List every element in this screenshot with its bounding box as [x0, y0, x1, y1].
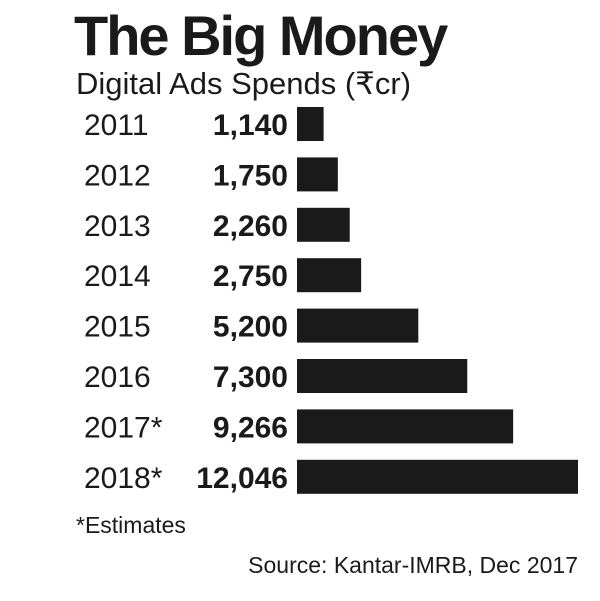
- value-label: 5,200: [213, 311, 288, 344]
- source-note: Source: Kantar-IMRB, Dec 2017: [248, 552, 578, 578]
- value-label: 2,750: [213, 260, 288, 293]
- value-label: 2,260: [213, 210, 288, 243]
- year-label: 2012: [84, 159, 151, 192]
- value-label: 7,300: [213, 361, 288, 394]
- bar: [297, 459, 578, 494]
- value-label: 1,140: [213, 109, 288, 142]
- year-label: 2011: [84, 109, 149, 142]
- chart-title: The Big Money: [74, 4, 448, 67]
- bar: [297, 409, 514, 444]
- bar: [297, 207, 350, 242]
- chart-subtitle: Digital Ads Spends (₹cr): [76, 66, 412, 101]
- bar: [297, 359, 468, 393]
- bar: [297, 107, 324, 141]
- year-label: 2016: [84, 361, 151, 394]
- year-label: 2015: [84, 311, 151, 344]
- estimates-note: *Estimates: [76, 512, 186, 538]
- value-label: 1,750: [213, 159, 288, 192]
- value-label: 9,266: [213, 411, 288, 444]
- value-label: 12,046: [196, 462, 288, 495]
- year-label: 2014: [84, 260, 151, 293]
- year-label: 2017*: [84, 411, 163, 444]
- year-label: 2013: [84, 210, 151, 243]
- bar: [297, 308, 419, 343]
- bar: [297, 157, 338, 192]
- year-label: 2018*: [84, 462, 163, 495]
- bar: [297, 258, 362, 293]
